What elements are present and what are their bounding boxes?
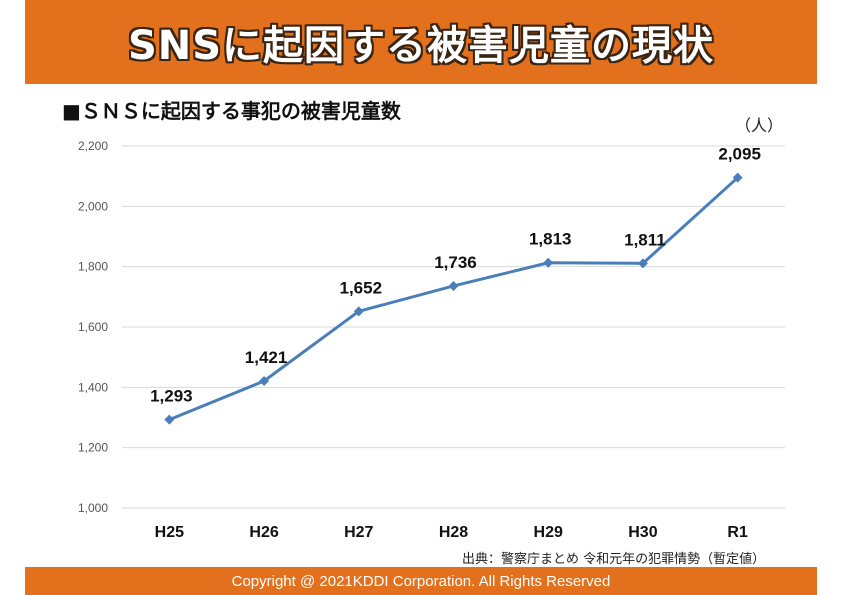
x-tick-label: H26	[249, 524, 278, 541]
data-label: 1,813	[529, 230, 572, 249]
copyright-text: Copyright @ 2021KDDI Corporation. All Ri…	[231, 572, 611, 590]
x-tick-label: H30	[628, 524, 657, 541]
y-tick-label: 2,200	[78, 139, 108, 153]
data-label: 2,095	[718, 145, 761, 164]
footer-bar: Copyright @ 2021KDDI Corporation. All Ri…	[25, 567, 817, 595]
series-line	[168, 176, 739, 422]
data-point	[448, 280, 459, 291]
y-tick-label: 1,600	[78, 320, 108, 334]
y-tick-label: 1,200	[78, 441, 108, 455]
data-point	[164, 414, 175, 425]
x-tick-label: R1	[727, 524, 748, 541]
data-point	[637, 258, 648, 269]
data-labels: 1,293 1,421 1,652 1,736 1,813 1,811 2,095	[150, 145, 761, 406]
x-tick-label: H28	[439, 524, 468, 541]
data-point	[353, 306, 364, 317]
x-tick-label: H25	[155, 524, 184, 541]
x-tick-label: H29	[534, 524, 563, 541]
chart-subtitle: ■ＳＮＳに起因する事犯の被害児童数	[62, 99, 401, 123]
title-banner: SNSに起因する被害児童の現状	[25, 0, 817, 84]
source-note: 出典：警察庁まとめ 令和元年の犯罪情勢（暫定値）	[462, 552, 766, 567]
unit-label: （人）	[735, 116, 784, 135]
y-axis-ticks: 1,000 1,200 1,400 1,600 1,800 2,000 2,200	[78, 139, 108, 515]
data-label: 1,811	[624, 230, 666, 249]
data-label: 1,652	[340, 278, 383, 297]
data-label: 1,736	[434, 253, 477, 272]
data-label: 1,421	[245, 348, 288, 367]
y-tick-label: 1,800	[78, 260, 108, 274]
gridlines	[122, 145, 785, 509]
y-tick-label: 1,000	[78, 501, 108, 515]
x-tick-label: H27	[344, 524, 373, 541]
page-title: SNSに起因する被害児童の現状	[127, 23, 715, 69]
data-point	[732, 172, 743, 183]
data-point	[543, 257, 554, 268]
y-tick-label: 1,400	[78, 380, 108, 394]
data-label: 1,293	[150, 387, 193, 406]
series-layer	[164, 172, 743, 425]
y-tick-label: 2,000	[78, 199, 108, 213]
x-axis-ticks: H25 H26 H27 H28 H29 H30 R1	[155, 524, 748, 541]
data-point	[259, 375, 270, 386]
